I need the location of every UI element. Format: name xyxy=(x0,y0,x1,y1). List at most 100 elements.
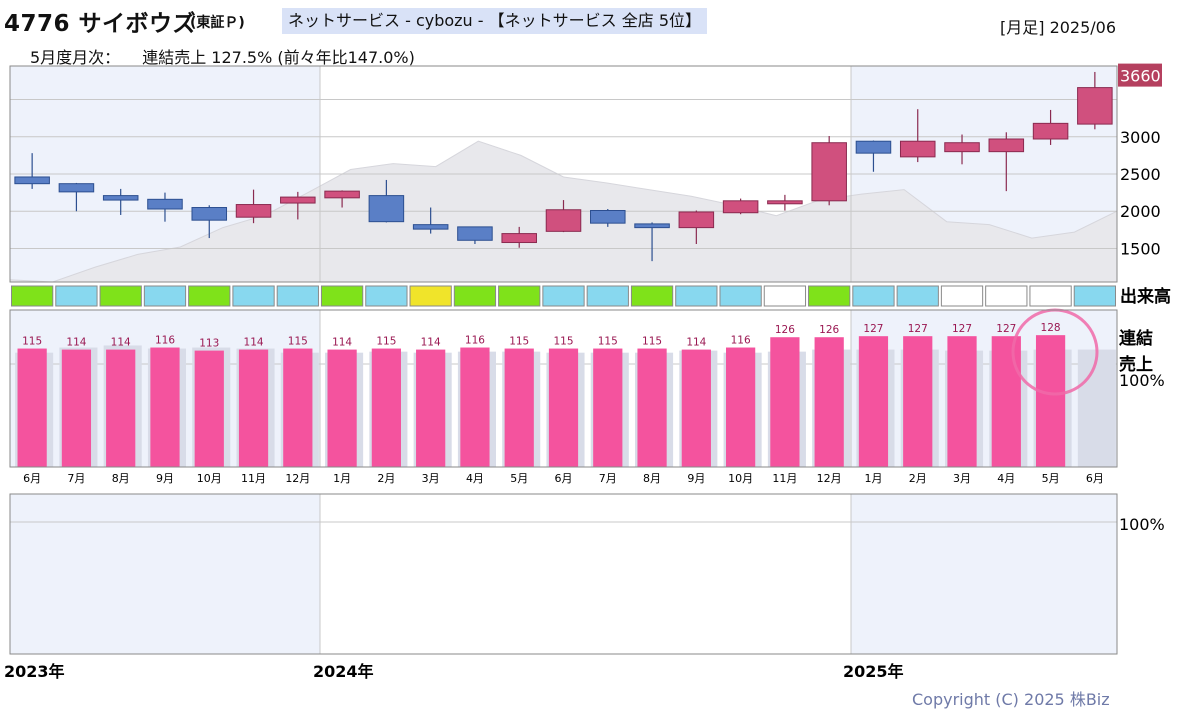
volume-cell xyxy=(409,285,452,307)
sales-bar xyxy=(17,348,47,467)
sales-data-label: 114 xyxy=(421,337,441,349)
candle-body xyxy=(501,233,537,244)
sales-bar xyxy=(548,348,579,467)
candle-body xyxy=(102,195,139,201)
panel-frame xyxy=(9,309,1118,468)
candle-body xyxy=(545,209,582,232)
sales-bar xyxy=(637,348,667,467)
candle-body xyxy=(14,176,50,185)
volume-cell xyxy=(1073,285,1116,307)
month-tick-label: 1月 xyxy=(864,472,882,485)
month-tick-label: 11月 xyxy=(241,472,266,485)
sales-bar xyxy=(1035,335,1066,467)
monthly-report-value: 連結売上 127.5% (前々年比147.0%) xyxy=(142,48,415,67)
sales-bar xyxy=(283,348,313,467)
sales-data-label: 127 xyxy=(908,323,928,335)
candle-body xyxy=(368,195,405,223)
volume-cell xyxy=(365,285,408,307)
sales-data-label: 127 xyxy=(863,323,883,335)
sales-data-label: 116 xyxy=(155,335,175,347)
month-tick-label: 5月 xyxy=(1042,472,1060,485)
candle-body xyxy=(590,209,626,224)
sales-data-label: 114 xyxy=(332,337,352,349)
month-tick-label: 11月 xyxy=(772,472,797,485)
year-label: 2023年 xyxy=(4,662,65,681)
candle-body xyxy=(324,190,360,199)
sales-data-label: 114 xyxy=(686,337,706,349)
month-tick-label: 1月 xyxy=(333,472,351,485)
candle-body xyxy=(1032,122,1069,140)
volume-cell xyxy=(630,285,674,307)
sector-badge: ネットサービス - cybozu - 【ネットサービス 全店 5位】 xyxy=(282,8,707,34)
sales-bar xyxy=(106,349,136,467)
candle-body xyxy=(811,142,847,202)
month-tick-label: 4月 xyxy=(466,472,484,485)
candle-body xyxy=(678,211,715,229)
sales-bar xyxy=(681,349,711,467)
sales-data-label: 114 xyxy=(66,337,86,349)
year-label: 2024年 xyxy=(313,662,374,681)
sales-label-1: 連結 xyxy=(1119,328,1153,349)
month-tick-label: 3月 xyxy=(953,472,971,485)
volume-cell xyxy=(586,285,629,307)
month-tick-label: 6月 xyxy=(555,472,573,485)
month-tick-label: 10月 xyxy=(197,472,222,485)
candle-body xyxy=(944,142,980,153)
sales-data-label: 115 xyxy=(598,336,618,348)
sales-data-label: 126 xyxy=(819,324,839,336)
candle-body xyxy=(235,204,272,218)
month-tick-label: 10月 xyxy=(728,472,753,485)
candle-body xyxy=(988,138,1025,153)
volume-cell xyxy=(985,285,1028,307)
month-tick-label: 2月 xyxy=(909,472,927,485)
pct100-label: 100% xyxy=(1119,371,1165,390)
panel-frame xyxy=(9,493,1118,655)
month-tick-label: 7月 xyxy=(67,472,85,485)
candle-body xyxy=(1077,87,1113,125)
price-tick-label: 2500 xyxy=(1120,165,1161,184)
price-tick-label: 1500 xyxy=(1120,239,1161,258)
sales-bar xyxy=(858,336,889,467)
sales-data-label: 115 xyxy=(642,336,662,348)
sales-bar xyxy=(770,337,800,467)
sales-data-label: 126 xyxy=(775,324,795,336)
candle-body xyxy=(634,223,670,229)
sales-bar xyxy=(726,347,756,467)
sales-data-label: 114 xyxy=(244,337,264,349)
candle-body xyxy=(58,183,95,193)
sales-bar xyxy=(504,348,534,467)
volume-cell xyxy=(940,285,984,307)
volume-cell xyxy=(1029,285,1072,307)
sales-bar xyxy=(238,349,269,467)
copyright: Copyright (C) 2025 株Biz xyxy=(912,690,1110,709)
stock-code-name: 4776 サイボウズ xyxy=(4,11,197,37)
period-label: [月足] 2025/06 xyxy=(1000,18,1117,37)
candle-body xyxy=(855,140,892,154)
sales-bar xyxy=(371,348,401,467)
price-tick-label: 3000 xyxy=(1120,128,1161,147)
month-tick-label: 8月 xyxy=(643,472,661,485)
volume-cell xyxy=(542,285,585,307)
sales-data-label: 116 xyxy=(465,335,485,347)
sales-data-label: 116 xyxy=(731,335,751,347)
month-tick-label: 6月 xyxy=(23,472,41,485)
sales-bar xyxy=(460,347,490,467)
pct100-bottom-label: 100% xyxy=(1119,515,1165,534)
volume-label: 出来高 xyxy=(1120,286,1171,307)
month-tick-label: 9月 xyxy=(156,472,174,485)
sales-data-label: 115 xyxy=(376,336,396,348)
shade-2023-2 xyxy=(10,494,320,654)
month-tick-label: 5月 xyxy=(510,472,528,485)
sales-data-label: 115 xyxy=(288,336,308,348)
sales-data-label: 127 xyxy=(996,323,1016,335)
candle-body xyxy=(899,140,936,158)
sales-prev-bar xyxy=(1077,349,1116,467)
sales-bar xyxy=(416,349,446,467)
sales-bar xyxy=(593,348,623,467)
candle-body xyxy=(412,224,449,230)
candle-body xyxy=(280,196,316,204)
month-tick-label: 4月 xyxy=(997,472,1015,485)
sales-data-label: 114 xyxy=(111,337,131,349)
panel-frame xyxy=(9,65,1118,283)
